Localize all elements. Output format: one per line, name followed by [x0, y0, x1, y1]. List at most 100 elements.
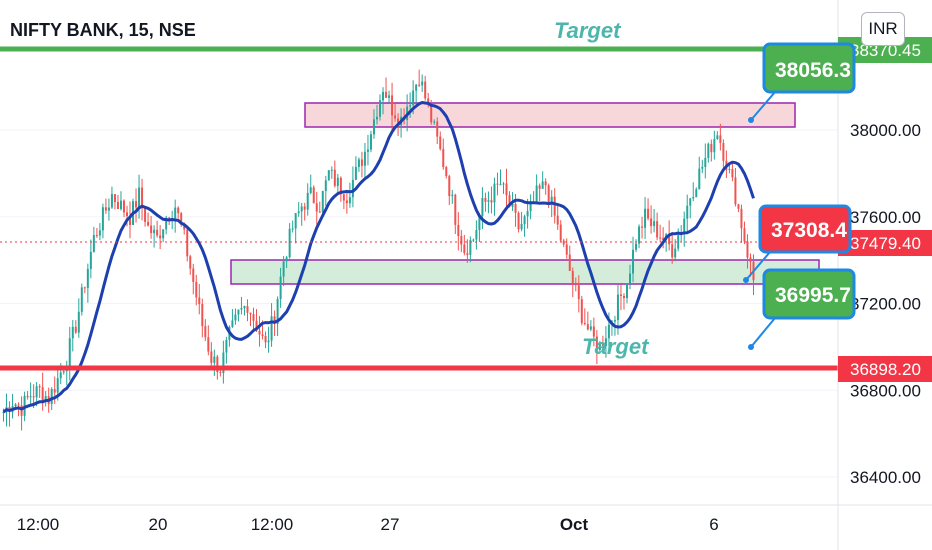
candle-body	[541, 181, 544, 189]
candle-body	[674, 248, 677, 258]
candle-body	[183, 224, 186, 230]
candle-body	[478, 215, 481, 230]
candle-body	[442, 148, 445, 168]
candle-body	[457, 224, 460, 237]
candle-body	[53, 389, 56, 393]
candle-body	[222, 352, 225, 374]
candle-body	[689, 198, 692, 206]
candle-body	[360, 159, 363, 166]
candle-body	[436, 121, 439, 137]
candle-body	[231, 320, 234, 327]
candle-body	[427, 98, 430, 104]
candle-body	[351, 179, 354, 198]
candle-body	[577, 285, 580, 300]
candle-body	[514, 204, 517, 213]
lower-callout[interactable]: 36995.7	[762, 268, 856, 320]
candle-body	[448, 176, 451, 197]
candle-body	[135, 201, 138, 208]
y-tick-label: 37200.00	[850, 295, 921, 314]
candle-body	[258, 330, 261, 335]
candle-body	[165, 217, 168, 230]
candle-body	[89, 251, 92, 269]
candle-body	[125, 212, 128, 217]
candle-body	[607, 324, 610, 339]
candle-body	[38, 386, 41, 388]
candle-body	[372, 119, 375, 135]
candle-body	[144, 206, 147, 222]
candle-body	[547, 185, 550, 204]
candle-body	[113, 194, 116, 202]
candle-body	[83, 287, 86, 289]
candle-body	[348, 197, 351, 204]
candle-body	[101, 207, 104, 231]
y-tick-label: 36800.00	[850, 381, 921, 400]
candle-body	[589, 326, 592, 330]
candle-body	[92, 235, 95, 252]
candle-body	[391, 95, 394, 116]
candle-body	[508, 195, 511, 207]
candle-body	[300, 206, 303, 212]
candle-body	[656, 221, 659, 238]
candle-body	[291, 228, 294, 230]
candle-body	[517, 212, 520, 230]
candle-body	[294, 213, 297, 229]
x-tick-label: Oct	[560, 515, 589, 534]
candle-body	[270, 316, 273, 341]
candle-body	[701, 167, 704, 169]
support-price-label: 36898.20	[850, 360, 921, 379]
candle-body	[641, 226, 644, 228]
candle-body	[267, 340, 270, 343]
candle-body	[731, 168, 734, 178]
support-zone[interactable]	[230, 259, 820, 285]
candle-body	[571, 270, 574, 283]
upper-callout[interactable]: 38056.3	[762, 42, 856, 94]
candle-body	[95, 235, 98, 237]
candle-body	[719, 135, 722, 143]
candle-body	[445, 167, 448, 177]
candle-body	[523, 216, 526, 225]
candle-body	[273, 316, 276, 324]
candle-body	[213, 356, 216, 363]
candle-body	[460, 236, 463, 245]
y-tick-label: 37600.00	[850, 208, 921, 227]
candle-body	[309, 187, 312, 193]
candle-body	[234, 314, 237, 321]
currency-button[interactable]: INR	[861, 12, 905, 46]
y-tick-label: 36400.00	[850, 468, 921, 487]
candle-body	[104, 207, 107, 211]
candle-body	[288, 228, 291, 258]
resistance-zone[interactable]	[304, 102, 796, 128]
candle-body	[553, 196, 556, 216]
candle-body	[490, 200, 493, 203]
candle-body	[156, 229, 159, 236]
candle-body	[583, 323, 586, 325]
upper-callout-point	[748, 117, 754, 123]
candle-body	[550, 196, 553, 204]
candle-body	[141, 187, 144, 207]
candle-body	[659, 237, 662, 239]
candle-body	[180, 213, 183, 225]
candle-body	[454, 194, 457, 225]
support-price-tag	[838, 356, 932, 382]
candle-body	[369, 134, 372, 150]
chart-title: NIFTY BANK, 15, NSE	[10, 20, 196, 40]
candle-body	[261, 334, 264, 337]
candle-body	[375, 116, 378, 120]
candle-body	[586, 324, 589, 330]
candle-body	[249, 312, 252, 315]
candle-body	[595, 336, 598, 351]
candle-body	[601, 343, 604, 347]
x-tick-label: 27	[381, 515, 400, 534]
candle-body	[493, 183, 496, 203]
candle-body	[526, 211, 529, 217]
candle-body	[496, 183, 499, 185]
candle-body	[451, 194, 454, 197]
candle-body	[487, 200, 490, 202]
candle-body	[565, 244, 568, 255]
candle-body	[737, 204, 740, 209]
candle-body	[162, 229, 165, 239]
candle-body	[502, 183, 505, 185]
red-price-callout[interactable]: 37308.4	[758, 204, 852, 254]
candle-body	[345, 200, 348, 204]
